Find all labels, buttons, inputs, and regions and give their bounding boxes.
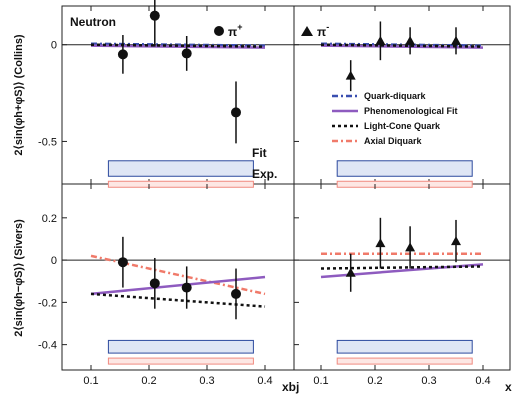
legend-entry: Axial Diquark [332,136,423,146]
data-point-pi-plus [149,278,160,289]
exp-band [107,180,254,188]
curve-axial-diquark [90,254,266,296]
panel-marks-2: 0.1 0.2 0.3 0.4 0.2 0 -0.2 -0.4 [38,184,294,387]
x-tick-label: 0.4 [475,375,490,387]
x-axis-label-right: x [505,380,512,394]
fit-band [107,339,254,354]
data-point-pi-minus [451,35,461,45]
data-point-pi-plus [117,49,128,60]
pi-plus-legend-marker [214,26,224,36]
fit-label: Fit [252,146,267,160]
data-point-pi-minus [405,242,416,252]
curve-light-cone-quark [90,43,266,48]
x-axis-label-left: xbj [282,380,299,394]
legend-entry: Light-Cone Quark [332,121,441,131]
y-axis-label-collins: 2⟨sin(φh+φS)⟩ (Collins) [13,34,25,156]
x-tick-label: 0.1 [83,375,98,387]
data-point-pi-plus [231,107,241,118]
x-tick-label: 0.4 [257,375,272,387]
x-tick-label: 0.2 [141,375,156,387]
y-tick-label: -0.5 [38,136,57,148]
data-point-pi-minus [345,70,356,80]
data-point-pi-minus [405,35,416,45]
exp-label: Exp. [252,167,277,181]
x-tick-label: 0.2 [367,375,382,387]
legend-entry: Quark-diquark [332,91,427,101]
panel-marks-3: 0.1 0.2 0.3 0.4 [294,184,510,387]
legend-label: Light-Cone Quark [364,121,441,131]
data-point-pi-minus [451,236,461,246]
fit-band [336,160,473,177]
x-tick-label: 0.3 [421,375,436,387]
legend-label: Axial Diquark [364,136,423,146]
x-tick-label: 0.1 [313,375,328,387]
y-tick-label: 0.2 [42,213,57,225]
fit-band [107,160,254,177]
pi-minus-label: π- [317,22,329,39]
data-point-pi-minus [375,238,386,248]
exp-band [336,180,473,188]
legend-label: Phenomenological Fit [364,106,458,116]
y-tick-label: -0.2 [38,297,57,309]
data-point-pi-plus [149,10,160,21]
legend-label: Quark-diquark [364,91,427,101]
legend-entry: Phenomenological Fit [332,106,458,116]
legend: Quark-diquark Phenomenological Fit Light-C… [332,91,458,146]
data-point-pi-plus [231,288,241,299]
x-tick-label: 0.3 [199,375,214,387]
pi-minus-legend-marker [301,26,313,36]
data-point-pi-minus [345,267,356,277]
curve-phenomenological-fit [320,263,484,279]
exp-band [336,357,473,365]
y-tick-label: 0 [51,255,57,267]
panel-marks-1 [294,6,510,188]
exp-band [107,357,254,365]
fit-band [336,339,473,354]
y-tick-label: 0 [51,40,57,52]
data-point-pi-plus [181,282,192,293]
y-tick-label: -0.4 [38,340,57,352]
pi-plus-label: π+ [228,22,242,39]
panel-marks-0: 0 -0.5 [38,0,294,188]
y-axis-label-sivers: 2⟨sin(φh−φS)⟩ (Sivers) [13,219,25,337]
data-point-pi-minus [375,35,386,45]
data-point-pi-plus [117,257,128,268]
data-point-pi-plus [181,48,192,59]
panel-label-neutron: Neutron [70,15,116,29]
